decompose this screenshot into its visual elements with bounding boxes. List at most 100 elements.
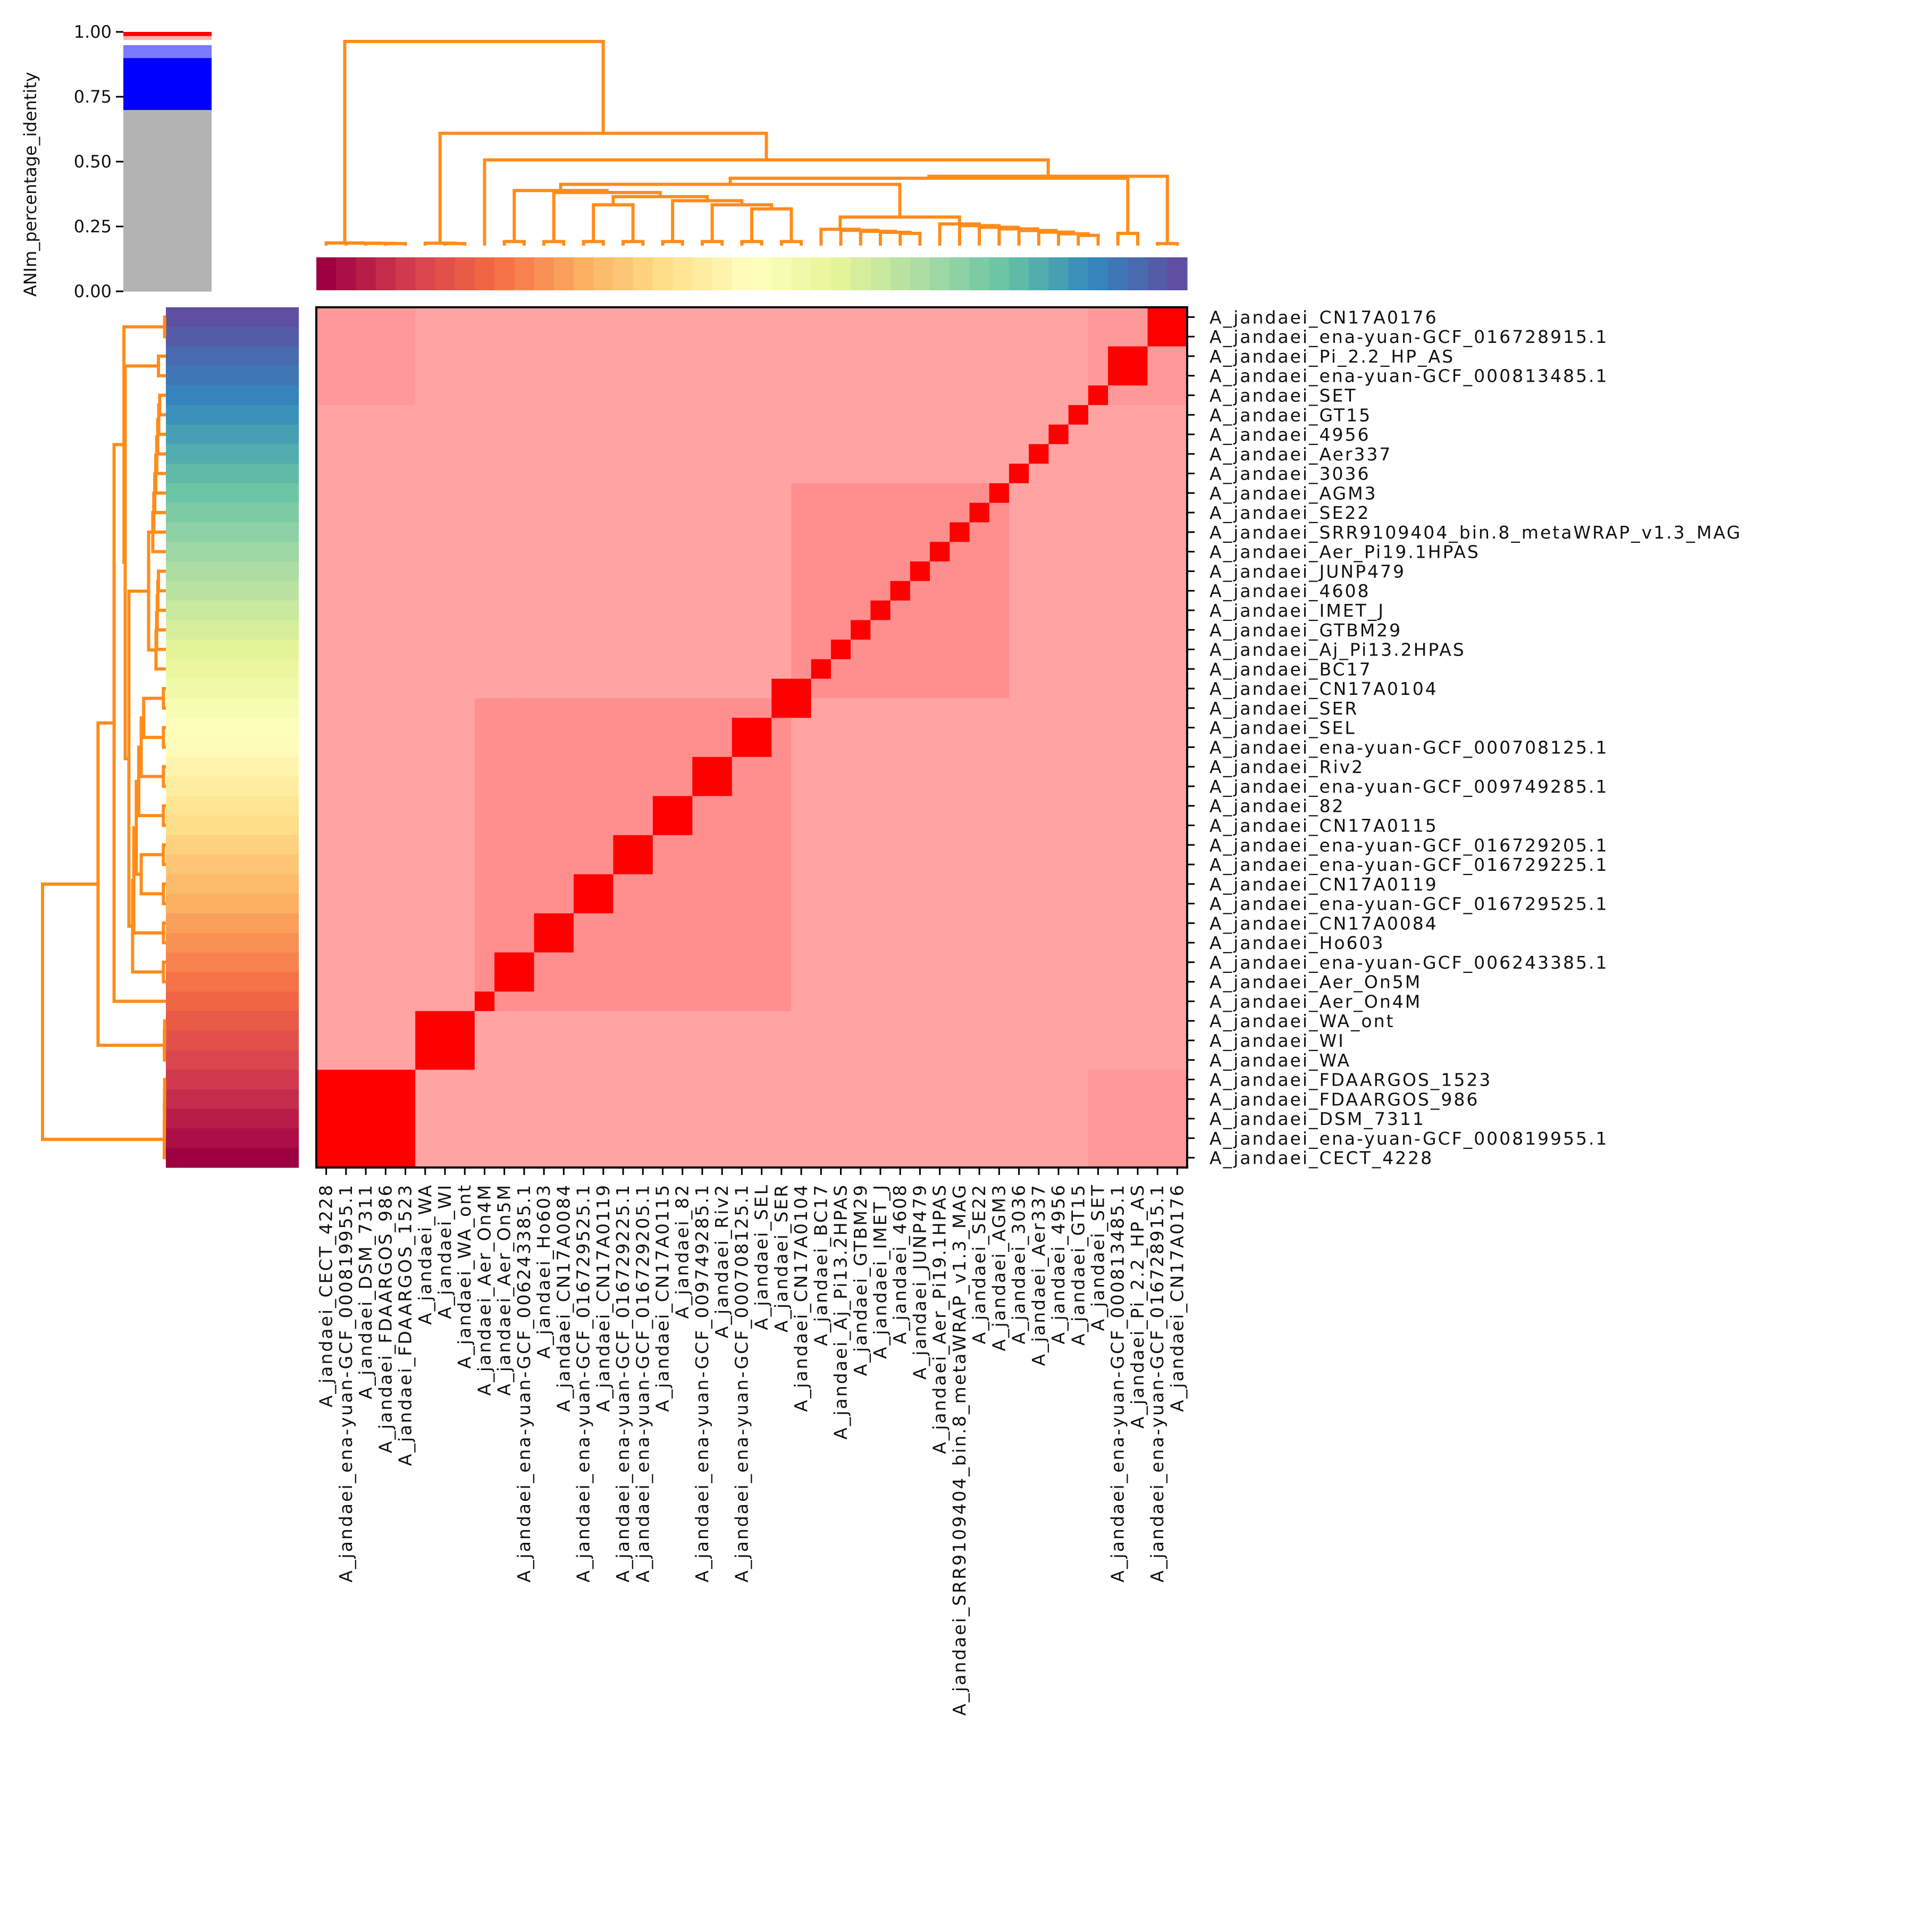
- heatmap-cell: [851, 1070, 871, 1090]
- heatmap-cell: [811, 816, 831, 836]
- heatmap-cell: [830, 1011, 851, 1031]
- heatmap-cell: [673, 405, 693, 425]
- heatmap-cell: [930, 913, 950, 934]
- heatmap-cell: [1088, 874, 1108, 894]
- heatmap-cell: [712, 659, 733, 679]
- row-dendrogram-link: [156, 579, 166, 612]
- heatmap-cell: [890, 1011, 911, 1031]
- heatmap-cell: [573, 737, 594, 758]
- heatmap-cell: [989, 600, 1010, 620]
- heatmap-cell: [336, 542, 357, 562]
- heatmap-cell: [1128, 640, 1148, 660]
- column-label: A_jandaei_CN17A0084: [553, 1183, 574, 1412]
- heatmap-cell: [1167, 913, 1188, 934]
- heatmap-cell: [870, 307, 891, 327]
- heatmap-cell: [455, 1128, 475, 1148]
- heatmap-cell: [1068, 933, 1089, 953]
- heatmap-cell: [356, 933, 376, 953]
- heatmap-cell: [455, 796, 475, 816]
- row-label: A_jandaei_ena-yuan-GCF_000819955.1: [1209, 1128, 1609, 1149]
- heatmap-cell: [1009, 933, 1029, 953]
- heatmap-cell: [573, 816, 594, 836]
- heatmap-cell: [652, 678, 673, 699]
- heatmap-cell: [851, 346, 871, 366]
- heatmap-cell: [752, 542, 772, 562]
- heatmap-cell: [1088, 1070, 1108, 1090]
- heatmap-cell: [336, 816, 357, 836]
- heatmap-cell: [1088, 718, 1108, 738]
- heatmap-cell: [811, 659, 831, 679]
- heatmap-cell: [336, 424, 357, 445]
- heatmap-cell: [1167, 405, 1188, 425]
- heatmap-cell: [553, 1050, 574, 1070]
- row-color-swatch: [166, 952, 299, 972]
- heatmap-cell: [791, 561, 812, 582]
- column-dendrogram-link: [423, 241, 457, 246]
- heatmap-cell: [692, 326, 713, 347]
- heatmap-cell: [356, 952, 376, 972]
- heatmap-cell: [435, 522, 456, 542]
- heatmap-cell: [375, 698, 396, 718]
- heatmap-cell: [1128, 1089, 1148, 1110]
- heatmap-cell: [732, 502, 752, 523]
- heatmap-cell: [395, 542, 416, 562]
- column-color-swatch: [1068, 257, 1089, 290]
- heatmap-cell: [771, 366, 792, 386]
- heatmap-cell: [950, 1148, 970, 1168]
- heatmap-cell: [930, 522, 950, 542]
- heatmap-cell: [673, 542, 693, 562]
- heatmap-cell: [692, 385, 713, 406]
- heatmap-cell: [1147, 1011, 1168, 1031]
- heatmap-cell: [1029, 366, 1049, 386]
- heatmap-cell: [395, 405, 416, 425]
- heatmap-cell: [989, 894, 1010, 914]
- heatmap-cell: [811, 1148, 831, 1168]
- heatmap-cell: [771, 483, 792, 503]
- heatmap-cell: [1048, 816, 1069, 836]
- heatmap-cell: [652, 542, 673, 562]
- heatmap-cell: [732, 326, 752, 347]
- heatmap-cell: [415, 1089, 435, 1110]
- heatmap-cell: [791, 776, 812, 796]
- heatmap-cell: [534, 933, 555, 953]
- heatmap-cell: [375, 659, 396, 679]
- heatmap-cell: [811, 385, 831, 406]
- heatmap-cell: [356, 346, 376, 366]
- heatmap-cell: [652, 581, 673, 601]
- heatmap-cell: [910, 307, 930, 327]
- heatmap-cell: [375, 737, 396, 758]
- heatmap-cell: [652, 854, 673, 875]
- heatmap-cell: [1108, 913, 1128, 934]
- heatmap-cell: [1147, 1089, 1168, 1110]
- heatmap-cell: [771, 776, 792, 796]
- heatmap-cell: [1068, 561, 1089, 582]
- row-color-swatch: [166, 1050, 299, 1070]
- heatmap-cell: [395, 678, 416, 699]
- heatmap-cell: [1167, 698, 1188, 718]
- row-label: A_jandaei_CN17A0119: [1209, 874, 1438, 895]
- heatmap-cell: [494, 483, 515, 503]
- heatmap-cell: [1009, 1148, 1029, 1168]
- heatmap-cell: [652, 620, 673, 640]
- heatmap-cell: [851, 1089, 871, 1110]
- heatmap-cell: [930, 346, 950, 366]
- heatmap-cell: [1009, 444, 1029, 464]
- heatmap-cell: [732, 1148, 752, 1168]
- heatmap-cell: [1167, 1128, 1188, 1148]
- row-color-swatch: [166, 835, 299, 855]
- heatmap-cell: [494, 346, 515, 366]
- heatmap-cell: [474, 542, 495, 562]
- heatmap-cell: [830, 620, 851, 640]
- heatmap-cell: [673, 307, 693, 327]
- heatmap-cell: [652, 816, 673, 836]
- heatmap-cell: [1048, 854, 1069, 875]
- heatmap-cell: [553, 718, 574, 738]
- heatmap-cell: [830, 894, 851, 914]
- heatmap-cell: [1048, 1011, 1069, 1031]
- heatmap-cell: [435, 659, 456, 679]
- heatmap-cell: [752, 561, 772, 582]
- heatmap-cell: [1128, 659, 1148, 679]
- heatmap-cell: [1048, 933, 1069, 953]
- heatmap-cell: [870, 796, 891, 816]
- heatmap-cell: [474, 933, 495, 953]
